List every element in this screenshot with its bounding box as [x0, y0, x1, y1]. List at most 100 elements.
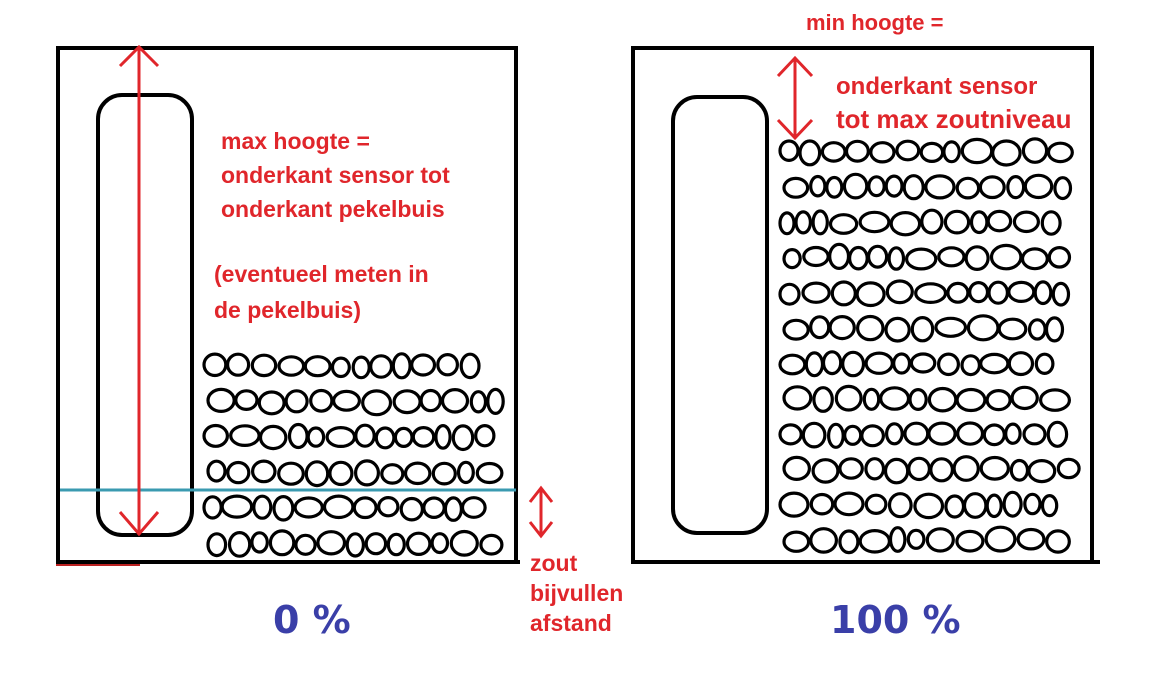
salt-pellet [250, 353, 278, 378]
left-percent-label: 0 % [273, 598, 351, 642]
salt-pellet [449, 529, 479, 557]
salt-pellet [778, 353, 807, 376]
salt-pellet [887, 246, 906, 271]
salt-pellet [330, 356, 351, 379]
salt-pellet [405, 531, 432, 557]
salt-pellet [226, 460, 251, 485]
salt-pellet [942, 140, 961, 164]
salt-pellet [838, 529, 860, 555]
salt-pellet [885, 279, 914, 305]
salt-pellet [985, 389, 1012, 412]
salt-pellet [227, 531, 252, 558]
salt-pellet [927, 421, 957, 446]
salt-pellet [374, 426, 396, 450]
salt-pellet [460, 496, 487, 519]
salt-pellet [825, 175, 844, 199]
salt-pellet [910, 316, 935, 343]
salt-pellet [858, 528, 892, 554]
left-note: (eventueel meten in de pekelbuis) [214, 256, 429, 328]
salt-pellet [907, 456, 931, 482]
salt-pellet [943, 209, 971, 235]
salt-pellet [841, 350, 866, 378]
salt-pellet [955, 529, 985, 553]
salt-pellet [392, 389, 422, 415]
salt-pellet [268, 529, 296, 557]
refill-distance-arrow [528, 485, 554, 539]
salt-pellet [982, 423, 1006, 447]
salt-pellet [811, 209, 829, 236]
salt-pellet [978, 175, 1006, 200]
salt-pellet [287, 422, 309, 450]
salt-pellet [202, 352, 228, 378]
salt-pellet [966, 314, 1000, 342]
left-height-desc-line2: onderkant pekelbuis [221, 196, 445, 222]
salt-pellet [782, 318, 810, 341]
salt-pellet [257, 390, 286, 416]
salt-pellet [960, 137, 994, 165]
salt-pellet [914, 282, 948, 305]
salt-pellet [895, 139, 921, 162]
salt-pellet [250, 459, 277, 484]
salt-pellet [964, 245, 990, 272]
salt-pellet [351, 355, 371, 380]
salt-pellet [989, 243, 1023, 271]
salt-pellet [377, 496, 400, 518]
salt-pellet [782, 455, 811, 481]
salt-pellet [380, 463, 405, 485]
salt-pellet [354, 423, 376, 448]
salt-pellet [884, 174, 904, 198]
salt-pellet [884, 316, 911, 343]
salt-pellet [451, 424, 475, 452]
salt-pellet [858, 210, 891, 234]
salt-pellet [944, 494, 966, 519]
salt-pellet [206, 459, 227, 483]
left-height-desc-line1: onderkant sensor tot [221, 162, 450, 188]
salt-pellet [277, 461, 305, 486]
salt-pellet [284, 389, 309, 414]
salt-pellet [828, 242, 851, 270]
left-height-arrow [118, 44, 160, 537]
salt-pellet [946, 281, 970, 304]
salt-pellet [936, 352, 960, 377]
salt-pellet [828, 213, 859, 235]
salt-pellet [864, 351, 894, 375]
salt-pellet [929, 457, 954, 483]
salt-pellet [1004, 422, 1022, 445]
salt-pellet [879, 386, 911, 411]
salt-pellet [1023, 492, 1042, 516]
right-tank-outline [631, 46, 1094, 560]
salt-pellet [479, 533, 504, 556]
salt-pellet [905, 247, 938, 271]
salt-pellet [430, 532, 450, 555]
salt-pellet [883, 457, 910, 485]
salt-pellet [332, 389, 362, 412]
salt-pellet [456, 460, 475, 485]
left-height-label: max hoogte = [221, 128, 370, 154]
salt-pellet [403, 461, 432, 486]
salt-pellet [354, 459, 381, 487]
salt-pellet [277, 355, 306, 377]
salt-pellet [1046, 141, 1074, 164]
salt-pellet [820, 141, 847, 163]
salt-pellet [908, 388, 928, 412]
salt-pellet [834, 384, 863, 412]
salt-pellet [987, 280, 1009, 305]
salt-pellet [206, 387, 236, 413]
salt-pellet [391, 352, 412, 380]
salt-pellet [960, 354, 981, 377]
salt-pellet [474, 424, 496, 448]
right-height-arrow [776, 55, 814, 141]
salt-pellet [968, 281, 990, 304]
salt-pellet [1022, 423, 1047, 446]
salt-pellet [952, 455, 980, 482]
salt-pellet [862, 387, 881, 411]
salt-pellet [889, 210, 922, 237]
salt-pellet [1040, 494, 1059, 518]
salt-pellet [1021, 137, 1049, 164]
salt-pellet [909, 352, 937, 374]
salt-pellet [272, 494, 295, 522]
salt-pellet [991, 139, 1022, 167]
salt-pellet [906, 528, 926, 550]
refill-line1: zout [530, 550, 578, 576]
salt-pellet [1027, 318, 1047, 341]
